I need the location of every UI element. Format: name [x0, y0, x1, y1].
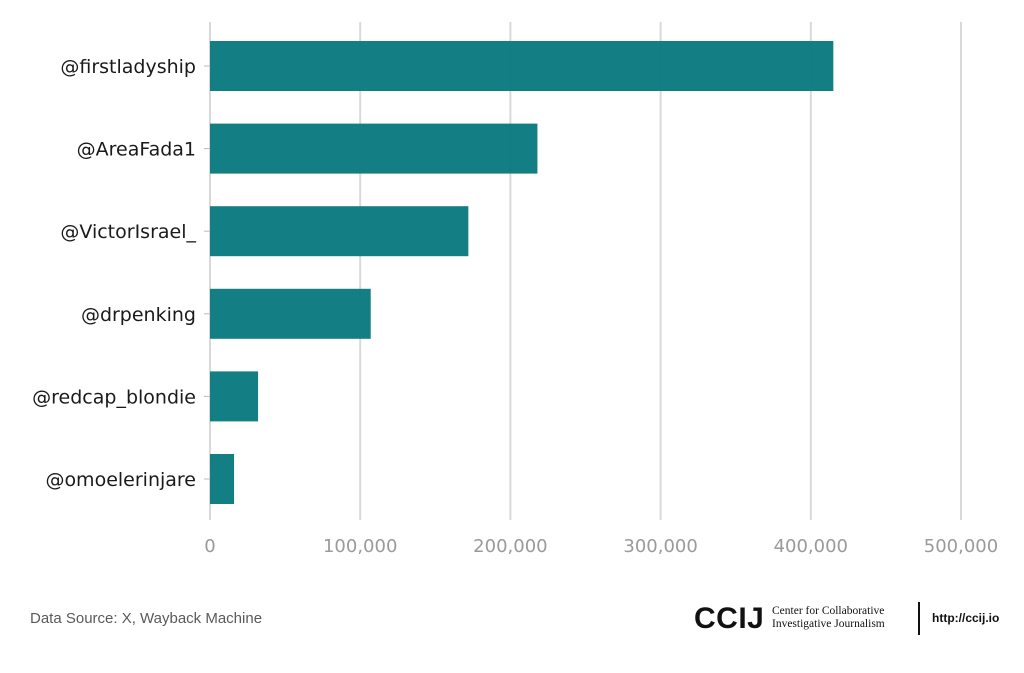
- bars: [210, 41, 834, 504]
- bar: [210, 371, 259, 422]
- category-label: @firstladyship: [60, 56, 196, 78]
- x-tick-label: 100,000: [323, 536, 397, 557]
- logo-text: Center for Collaborative Investigative J…: [772, 605, 912, 631]
- x-tick-label: 500,000: [924, 536, 998, 557]
- x-tick-label: 200,000: [473, 536, 547, 557]
- category-label: @omoelerinjare: [45, 469, 196, 491]
- category-label: @VictorIsrael_: [60, 221, 196, 243]
- ccij-url-link[interactable]: http://ccij.io: [932, 611, 1000, 625]
- bar: [210, 454, 235, 504]
- bar: [210, 206, 469, 257]
- category-labels: @firstladyship @AreaFada1 @VictorIsrael_ @d…: [32, 56, 210, 491]
- category-label: @redcap_blondie: [32, 386, 196, 408]
- data-source-note: Data Source: X, Wayback Machine: [30, 610, 263, 627]
- bar: [210, 123, 538, 174]
- category-label: @AreaFada1: [77, 139, 196, 161]
- logo-mark: CCIJ: [694, 602, 765, 635]
- logo-divider: [918, 602, 920, 635]
- gridlines: [209, 22, 962, 520]
- bar: [210, 288, 371, 339]
- bar-chart: @firstladyship @AreaFada1 @VictorIsrael_ @d…: [32, 22, 998, 557]
- x-tick-labels: 0 100,000 200,000 300,000 400,000 500,000: [204, 536, 998, 557]
- x-tick-label: 300,000: [623, 536, 697, 557]
- category-label: @drpenking: [81, 304, 196, 326]
- bar: [210, 41, 834, 91]
- logo-line-1: Center for Collaborative: [772, 605, 885, 617]
- logo-line-2: Investigative Journalism: [772, 618, 885, 630]
- x-tick-label: 0: [204, 536, 215, 557]
- x-tick-label: 400,000: [774, 536, 848, 557]
